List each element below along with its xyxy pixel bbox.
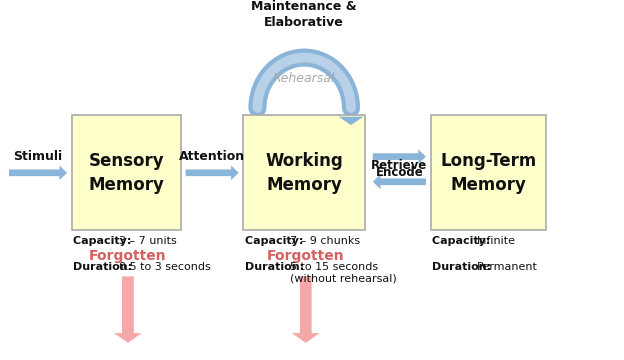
FancyBboxPatch shape (243, 115, 365, 230)
Text: Rehearsal: Rehearsal (273, 72, 335, 85)
Text: 5 to 15 seconds
(without rehearsal): 5 to 15 seconds (without rehearsal) (290, 262, 397, 283)
Text: Stimuli: Stimuli (14, 150, 62, 163)
Text: Duration:: Duration: (432, 262, 495, 272)
Text: Capacity:: Capacity: (245, 236, 307, 246)
Text: Capacity:: Capacity: (432, 236, 494, 246)
Text: Duration:: Duration: (245, 262, 308, 272)
FancyBboxPatch shape (431, 115, 546, 230)
Text: Infinite: Infinite (477, 236, 516, 246)
Text: 7 – 9 chunks: 7 – 9 chunks (290, 236, 360, 246)
Text: 0.5 to 3 seconds: 0.5 to 3 seconds (119, 262, 210, 272)
Text: Duration:: Duration: (73, 262, 136, 272)
FancyBboxPatch shape (72, 115, 181, 230)
Text: Permanent: Permanent (477, 262, 539, 272)
Text: Forgotten: Forgotten (89, 249, 167, 263)
Text: Capacity:: Capacity: (73, 236, 135, 246)
Text: Long-Term
Memory: Long-Term Memory (440, 152, 537, 194)
Text: Working
Memory: Working Memory (265, 152, 343, 194)
Text: Attention: Attention (179, 150, 245, 163)
Text: Retrieve: Retrieve (371, 159, 427, 172)
Text: 3 – 7 units: 3 – 7 units (119, 236, 177, 246)
Text: Sensory
Memory: Sensory Memory (89, 152, 164, 194)
Text: Maintenance &
Elaborative: Maintenance & Elaborative (251, 0, 357, 29)
Text: Encode: Encode (376, 166, 423, 179)
Text: Forgotten: Forgotten (267, 249, 344, 263)
